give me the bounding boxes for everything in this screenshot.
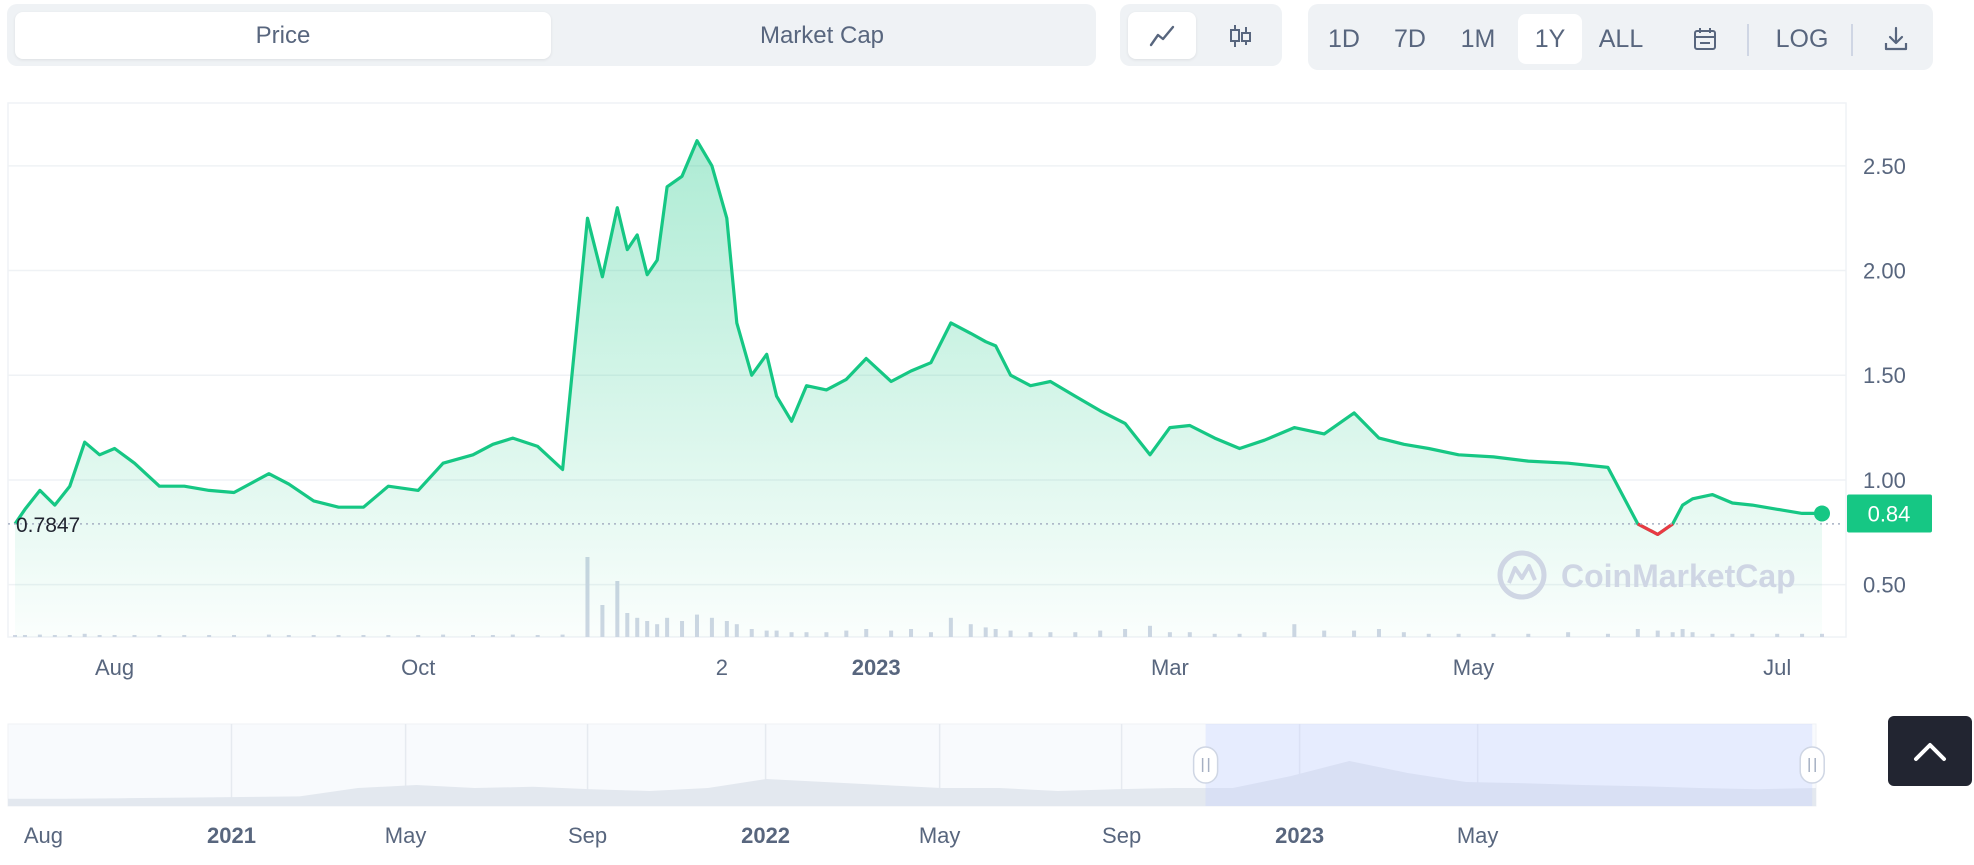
divider <box>1851 24 1853 56</box>
range-1d-button[interactable]: 1D <box>1328 24 1360 53</box>
x-axis: Aug Oct 2 2023 Mar May Jul <box>95 655 1791 680</box>
range-1y-button[interactable]: 1Y <box>1518 14 1582 64</box>
chart-type-toggle <box>1120 4 1282 66</box>
range-all-button[interactable]: ALL <box>1598 24 1644 53</box>
download-button[interactable] <box>1868 14 1924 64</box>
line-chart-button[interactable] <box>1128 12 1196 59</box>
x-tick-label: May <box>1453 655 1495 680</box>
navigator-tick-label: May <box>385 823 427 848</box>
price-line-down-segment <box>1637 522 1674 536</box>
download-icon <box>1884 26 1908 51</box>
navigator-selection[interactable] <box>1205 724 1813 806</box>
watermark: CoinMarketCap <box>1497 550 1796 600</box>
price-marketcap-tabs: Price Market Cap <box>7 4 1096 66</box>
y-tick-label: 1.00 <box>1863 468 1906 493</box>
navigator-tick-label: May <box>1457 823 1499 848</box>
x-tick-label: Jul <box>1763 655 1791 680</box>
watermark-text: CoinMarketCap <box>1561 558 1796 594</box>
candlestick-button[interactable] <box>1206 12 1274 59</box>
price-area <box>15 140 1822 637</box>
navigator-tick-label: Sep <box>568 823 607 848</box>
navigator-handle-grip <box>1192 746 1219 784</box>
line-chart-icon <box>1149 25 1175 46</box>
tab-price[interactable]: Price <box>15 12 551 59</box>
calendar-icon <box>1694 28 1716 50</box>
y-tick-label: 1.50 <box>1863 363 1906 388</box>
log-scale-button[interactable]: LOG <box>1775 24 1829 53</box>
range-7d-button[interactable]: 7D <box>1394 24 1426 53</box>
y-tick-label: 0.50 <box>1863 573 1906 598</box>
x-tick-label: Mar <box>1151 655 1189 680</box>
price-line <box>13 139 1822 536</box>
tab-market-cap[interactable]: Market Cap <box>759 21 885 49</box>
navigator-tick-label: Sep <box>1102 823 1141 848</box>
candlestick-icon <box>1230 24 1251 47</box>
current-price-dot <box>1814 505 1830 522</box>
chevron-up-icon <box>1914 743 1946 761</box>
navigator-tick-label: 2021 <box>207 823 256 848</box>
current-price-badge <box>1847 494 1932 533</box>
y-axis: 0.50 1.00 1.50 2.00 2.50 <box>1863 154 1906 598</box>
price-chart[interactable]: 0.50 1.00 1.50 2.00 2.50 0.7847 0.84 Aug Oct 2… <box>0 0 1974 720</box>
coinmarketcap-logo-icon <box>1497 550 1547 600</box>
x-tick-label: Oct <box>401 655 435 680</box>
y-tick-label: 2.00 <box>1863 259 1906 284</box>
x-tick-label: 2023 <box>852 655 901 680</box>
navigator-grid <box>230 724 1479 806</box>
navigator-area <box>8 761 1816 806</box>
open-price-label: 0.7847 <box>16 514 80 537</box>
navigator-handle-right[interactable] <box>1799 746 1825 784</box>
current-price-label: 0.84 <box>1868 501 1911 526</box>
range-selector: 1D 7D 1M 1Y ALL LOG <box>1308 4 1933 70</box>
navigator-handle-left[interactable] <box>1192 746 1219 784</box>
x-tick-label: Aug <box>95 655 134 680</box>
navigator-tick-label: May <box>919 823 961 848</box>
divider <box>1747 24 1749 56</box>
y-tick-label: 2.50 <box>1863 154 1906 179</box>
navigator-tick-label: Aug <box>24 823 63 848</box>
navigator-background <box>7 723 1817 807</box>
range-1m-button[interactable]: 1M <box>1460 24 1496 53</box>
navigator-x-axis: Aug 2021 May Sep 2022 May Sep 2023 May <box>24 823 1499 848</box>
navigator-handle-grip <box>1799 746 1825 784</box>
scroll-to-top-button[interactable] <box>1888 716 1972 786</box>
navigator-tick-label: 2023 <box>1275 823 1324 848</box>
calendar-button[interactable] <box>1680 14 1730 64</box>
x-tick-label: 2 <box>716 655 728 680</box>
navigator-tick-label: 2022 <box>741 823 790 848</box>
